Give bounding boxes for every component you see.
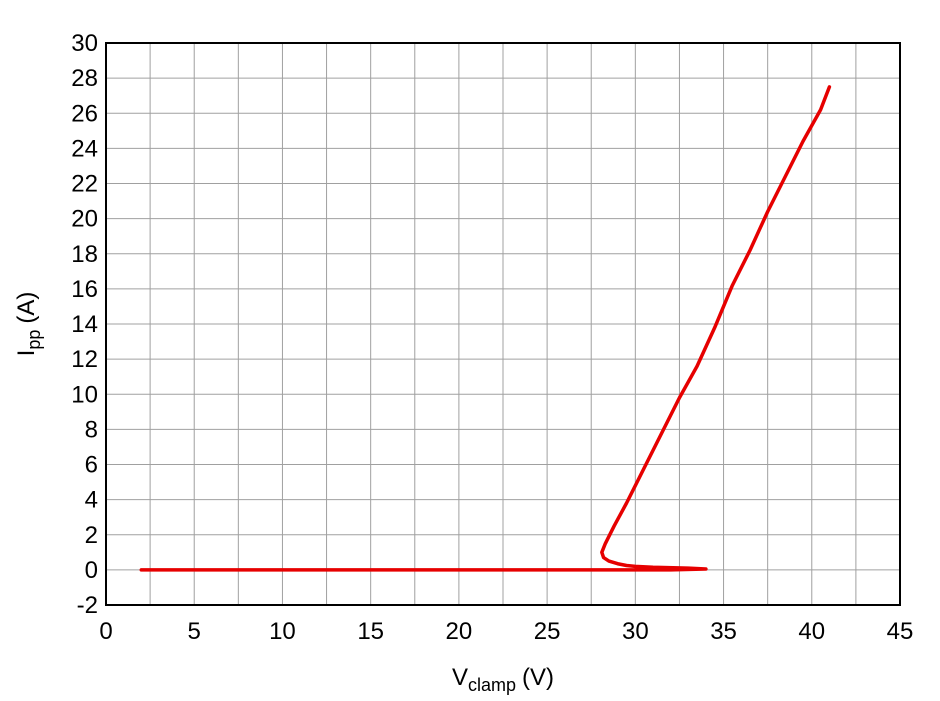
y-tick-label: 14 (71, 311, 98, 338)
y-tick-label: 24 (71, 135, 98, 162)
y-tick-label: 0 (85, 557, 98, 584)
grid (105, 42, 901, 606)
x-tick-label: 0 (99, 618, 112, 645)
y-tick-label: 16 (71, 276, 98, 303)
y-tick-label: 22 (71, 171, 98, 198)
y-tick-label: 10 (71, 381, 98, 408)
x-tick-label: 20 (446, 618, 473, 645)
y-tick-label: 2 (85, 522, 98, 549)
y-tick-label: 6 (85, 452, 98, 479)
plot-frame (105, 42, 901, 606)
y-tick-label: 18 (71, 241, 98, 268)
x-tick-label: 35 (710, 618, 737, 645)
x-tick-label: 5 (188, 618, 201, 645)
y-axis-label: Ipp(A) (13, 292, 44, 357)
x-axis-label: Vclamp (V) (452, 664, 554, 695)
y-tick-label: 4 (85, 487, 98, 514)
y-tick-label: 12 (71, 346, 98, 373)
data-line (139, 85, 832, 572)
y-tick-label: 8 (85, 416, 98, 443)
y-tick-label: 26 (71, 100, 98, 127)
x-tick-label: 15 (357, 618, 384, 645)
x-tick-label: 25 (534, 618, 561, 645)
y-tick-label: 20 (71, 206, 98, 233)
y-tick-label: 28 (71, 65, 98, 92)
x-tick-label: 10 (269, 618, 296, 645)
x-tick-label: 45 (887, 618, 914, 645)
x-tick-label: 40 (798, 618, 825, 645)
x-tick-label: 30 (622, 618, 649, 645)
y-tick-label: -2 (77, 592, 98, 619)
y-tick-label: 30 (71, 30, 98, 57)
plot (139, 85, 832, 572)
